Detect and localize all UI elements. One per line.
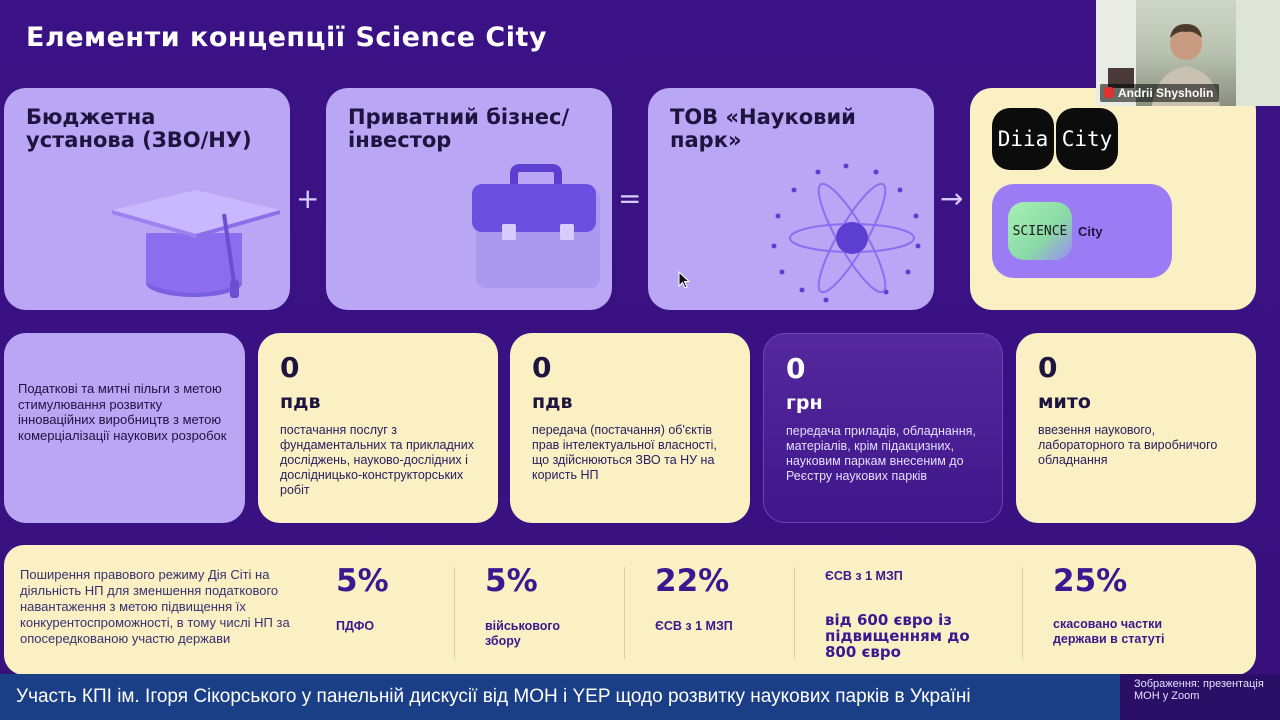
card-science-park: ТОВ «Науковий парк»	[648, 88, 934, 310]
benefit-unit: грн	[786, 392, 823, 414]
card-budget-title: Бюджетна установа (ЗВО/НУ)	[26, 105, 252, 152]
equals-sign: =	[618, 182, 642, 215]
divider	[1022, 567, 1023, 659]
participant-video-tile[interactable]: Andrii Shysholin	[1096, 0, 1280, 106]
benefit-card-1: 0 пдв постачання послуг з фундаментальни…	[258, 333, 498, 523]
divider	[794, 567, 795, 659]
legal-regime-desc: Поширення правового режиму Дія Сіті на д…	[20, 567, 290, 646]
arrow-right-icon: →	[940, 182, 964, 215]
mic-muted-icon	[1104, 87, 1114, 98]
benefit-card-3: 0 грн передача приладів, обладнання, мат…	[763, 333, 1003, 523]
caption-text: Участь КПІ ім. Ігоря Сікорського у панел…	[16, 686, 971, 707]
caption-bar: Участь КПІ ім. Ігоря Сікорського у панел…	[0, 674, 1120, 720]
participant-name-label: Andrii Shysholin	[1100, 84, 1220, 102]
briefcase-icon	[472, 164, 600, 288]
science-badge: SCIENCE	[1008, 202, 1072, 260]
rate-value: 25%	[1053, 563, 1128, 599]
card-business-title: Приватний бізнес/інвестор	[348, 105, 570, 152]
atom-icon	[771, 163, 921, 303]
graduation-cap-icon	[112, 190, 280, 298]
legal-regime-panel: Поширення правового режиму Дія Сіті на д…	[4, 545, 1256, 675]
card-diia-city: Diia City SCIENCE City	[970, 88, 1256, 310]
diia-logo: Diia	[992, 108, 1054, 170]
rate-value: 5%	[485, 563, 538, 599]
esv-amount: від 600 євро із підвищенням до 800 євро	[825, 611, 970, 661]
benefit-unit: пдв	[280, 391, 321, 413]
rate-label: ЄСВ з 1 МЗП	[655, 619, 733, 633]
card-private-business: Приватний бізнес/інвестор	[326, 88, 612, 310]
rate-value: 22%	[655, 563, 730, 599]
plus-sign: +	[296, 182, 320, 215]
science-city-label: City	[1078, 224, 1103, 239]
mouse-cursor-icon	[678, 271, 690, 289]
benefit-value: 0	[532, 351, 552, 384]
rate-value: 5%	[336, 563, 389, 599]
rate-label: скасовано частки держави в статуті	[1053, 617, 1165, 646]
benefit-desc: передача приладів, обладнання, матеріалі…	[786, 424, 976, 483]
card-budget-institution: Бюджетна установа (ЗВО/НУ)	[4, 88, 290, 310]
benefit-desc: передача (постачання) об'єктів прав інте…	[532, 423, 717, 482]
benefit-desc: постачання послуг з фундаментальних та п…	[280, 423, 474, 497]
slide-title: Елементи концепції Science City	[26, 22, 547, 53]
city-logo: City	[1056, 108, 1118, 170]
image-credit: Зображення: презентація МОН у Zoom	[1120, 674, 1280, 720]
card-park-title: ТОВ «Науковий парк»	[670, 105, 856, 152]
benefit-value: 0	[786, 352, 806, 385]
benefit-unit: пдв	[532, 391, 573, 413]
benefit-card-4: 0 мито ввезення наукового, лабораторного…	[1016, 333, 1256, 523]
tax-benefits-card: Податкові та митні пільги з метою стимул…	[4, 333, 245, 523]
esv-label: ЄСВ з 1 МЗП	[825, 569, 903, 583]
rate-label: військового збору	[485, 619, 561, 648]
divider	[624, 567, 625, 659]
benefit-value: 0	[280, 351, 300, 384]
benefit-value: 0	[1038, 351, 1058, 384]
benefit-desc: ввезення наукового, лабораторного та вир…	[1038, 423, 1218, 467]
tax-benefits-desc: Податкові та митні пільги з метою стимул…	[18, 381, 227, 443]
benefit-unit: мито	[1038, 391, 1091, 413]
science-city-logo: SCIENCE City	[992, 184, 1172, 278]
divider	[454, 567, 455, 659]
rate-label: ПДФО	[336, 619, 375, 633]
benefit-card-2: 0 пдв передача (постачання) об'єктів пра…	[510, 333, 750, 523]
